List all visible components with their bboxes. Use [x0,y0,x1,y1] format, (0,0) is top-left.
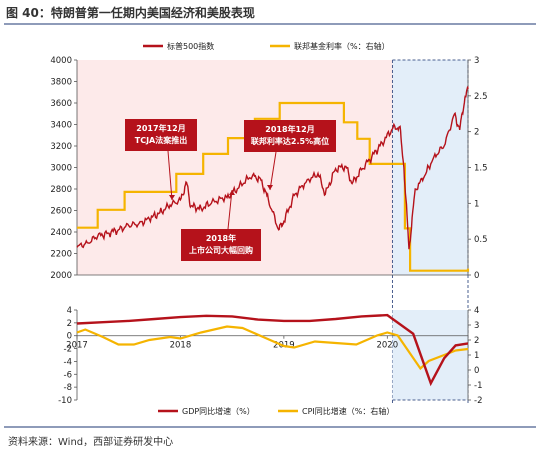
annotation-arrowhead [169,195,175,200]
y-tick-label: 4000 [50,56,72,66]
y2-tick-label: 1.5 [474,164,488,174]
y-tick-label: 2200 [50,250,72,260]
annotation-arrow [167,150,173,201]
y2-tick-label: 1 [474,199,479,209]
y2-tick-label: 0 [474,271,479,281]
annotation-text: TCJA法案推出 [135,135,188,145]
y2-tick-label: 3 [474,56,479,66]
y-tick-label-bottom: -8 [64,383,72,393]
legend-spx-label: 标普500指数 [167,41,214,51]
annotation-box [125,119,197,151]
legend-top: 标普500指数 联邦基金利率（%：右轴） [143,41,390,51]
legend-gdp-label: GDP同比增速（%） [182,406,255,416]
y2-tick-label-bottom: 0 [474,366,479,376]
y-tick-label-bottom: -10 [58,396,72,406]
y-tick-label: 3400 [50,121,72,131]
series-sp500 [76,86,469,250]
annotation-arrowhead [267,185,273,190]
x-tick-label: 2020 [376,341,398,351]
y2-tick-label-bottom: -1 [474,381,482,391]
y-tick-label-bottom: 4 [67,306,72,316]
y-tick-label: 3800 [50,78,72,88]
annotation-text: 2018年 [206,233,236,243]
y2-tick-label-bottom: 3 [474,321,479,331]
y2-tick-label: 2.5 [474,92,488,102]
y-tick-label: 3000 [50,164,72,174]
y2-tick-label-bottom: -2 [474,396,482,406]
annotation-box [181,229,261,261]
legend-cpi-label: CPI同比增速（%：右轴） [302,406,394,416]
y2-tick-label: 0.5 [474,235,488,245]
y-tick-label: 2600 [50,207,72,217]
y2-tick-label-bottom: 2 [474,336,479,346]
y-tick-label: 2000 [50,271,72,281]
annotation-arrow [269,151,277,191]
covid-shade-bottom [392,310,468,400]
series-gdp [76,313,469,387]
annotation-text: 2017年12月 [136,123,185,133]
y2-tick-label: 2 [474,128,479,138]
y-tick-label-bottom: 2 [67,319,72,329]
y-tick-label: 3200 [50,142,72,152]
y2-tick-label-bottom: 4 [474,306,479,316]
annotation-text: 联邦利率达2.5%高位 [251,136,329,146]
annotation-text: 2018年12月 [265,124,314,134]
annotation-box [244,120,336,152]
y-tick-label: 3600 [50,99,72,109]
y2-tick-label-bottom: 1 [474,351,479,361]
x-tick-label: 2017 [66,341,88,351]
series-fed-funds-rate [77,101,470,272]
legend-fed-label: 联邦基金利率（%：右轴） [294,41,390,51]
figure-title: 图 40：特朗普第一任期内美国经济和美股表现 [6,6,255,20]
source-note: 资料来源：Wind，西部证券研发中心 [8,437,174,448]
y-tick-label: 2800 [50,185,72,195]
legend-bottom: GDP同比增速（%） CPI同比增速（%：右轴） [158,406,394,416]
y-tick-label-bottom: 0 [67,332,72,342]
series-cpi [76,325,469,371]
annotation-arrowhead [229,190,235,195]
annotation-text: 上市公司大幅回购 [189,245,253,255]
y-tick-label-bottom: -2 [64,345,72,355]
annotation-arrow [227,189,233,230]
y-tick-label-bottom: -4 [64,357,72,367]
y-tick-label: 2400 [50,228,72,238]
x-tick-label: 2018 [170,341,192,351]
y-tick-label-bottom: -6 [64,370,72,380]
